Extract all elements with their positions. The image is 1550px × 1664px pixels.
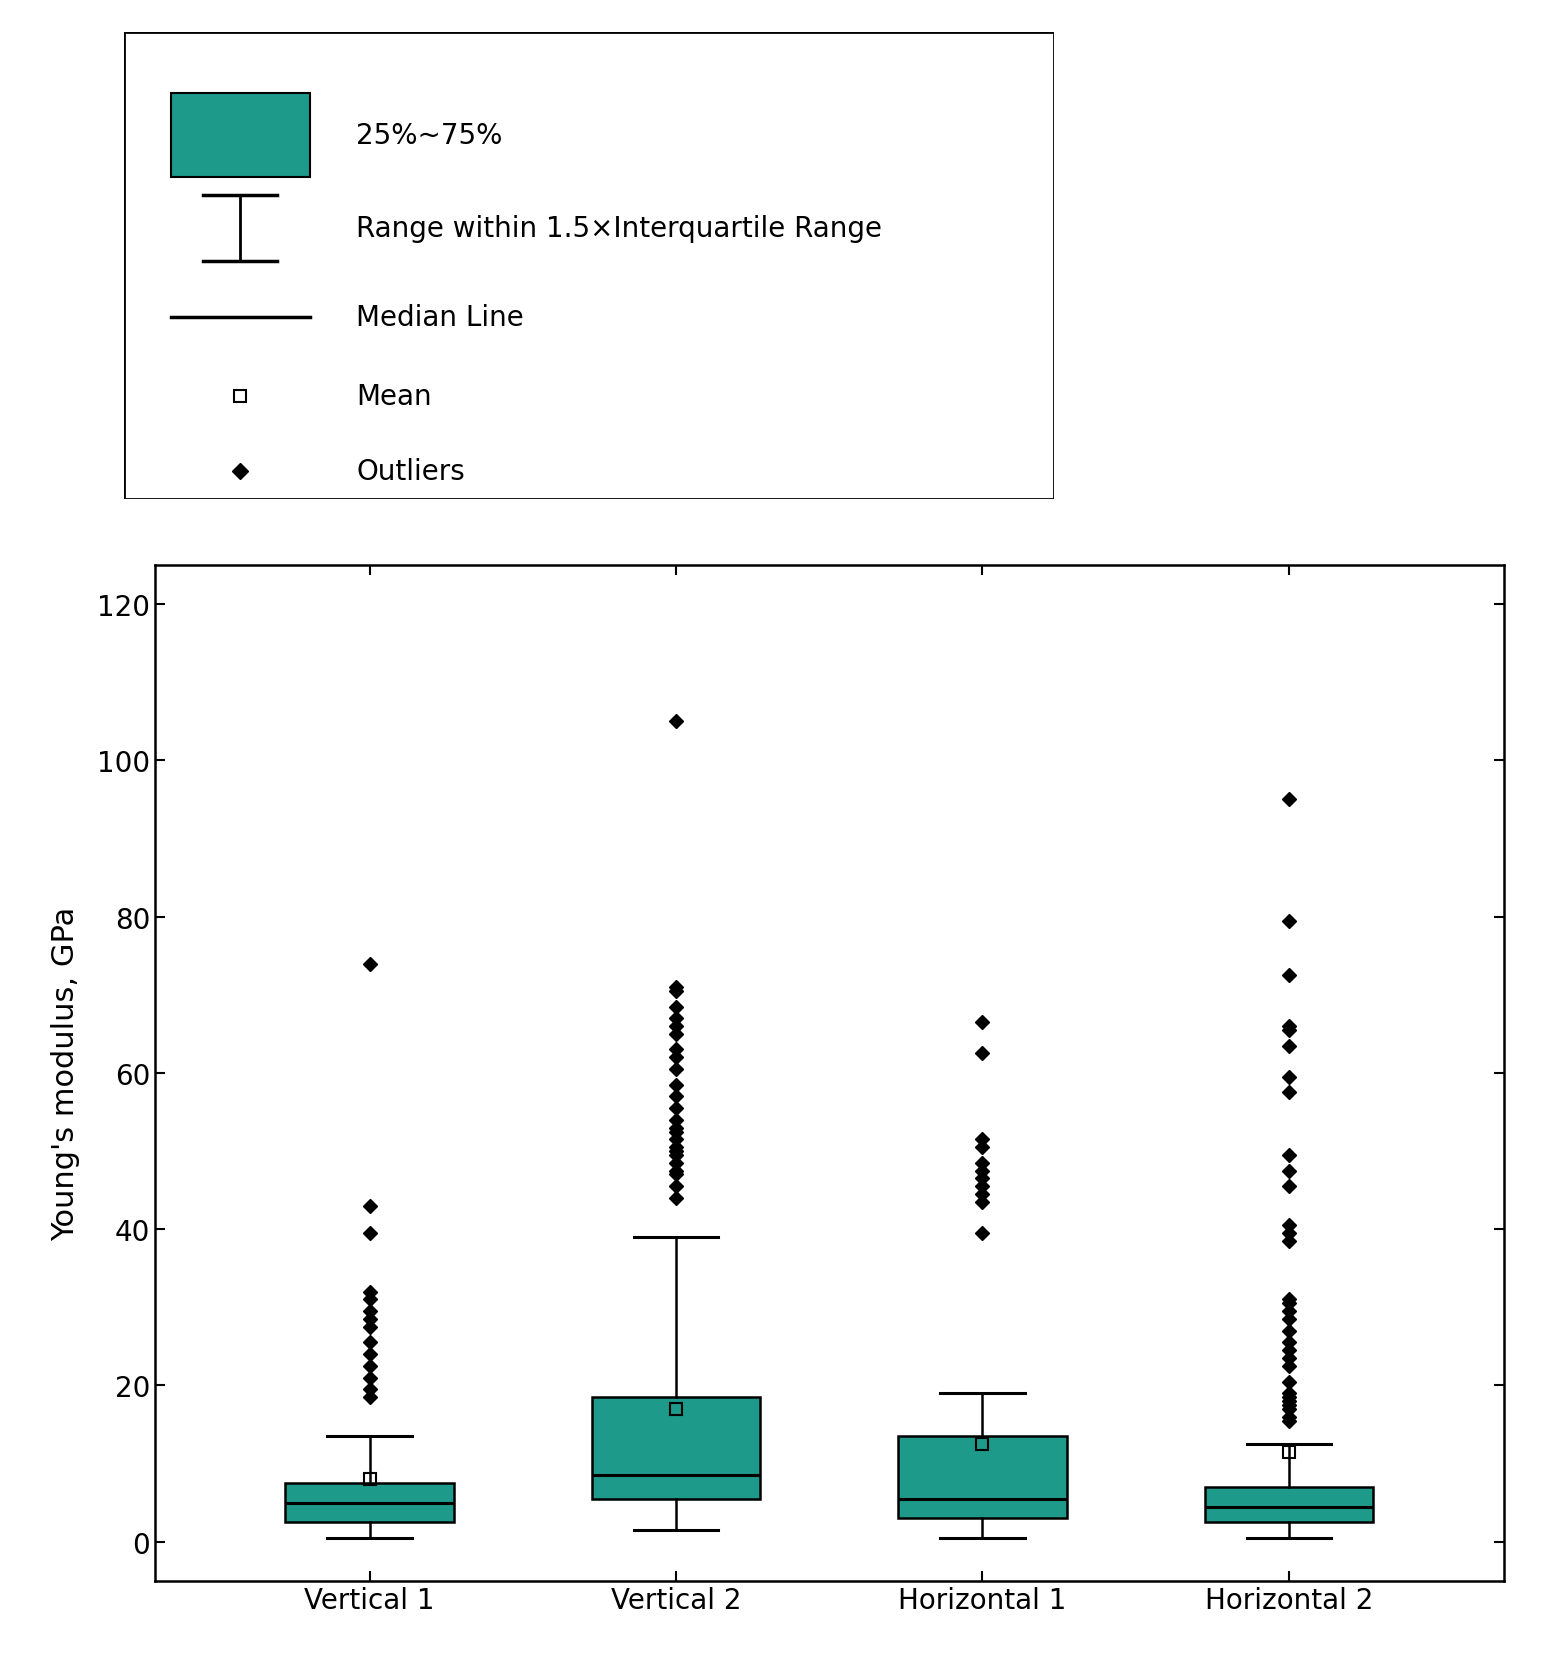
Text: Outliers: Outliers [356,458,465,486]
Text: Median Line: Median Line [356,303,524,331]
Text: Range within 1.5×Interquartile Range: Range within 1.5×Interquartile Range [356,215,882,243]
PathPatch shape [1204,1488,1373,1523]
PathPatch shape [897,1436,1066,1518]
PathPatch shape [592,1398,761,1499]
Text: 25%~75%: 25%~75% [356,121,502,150]
Text: Mean: Mean [356,383,432,411]
PathPatch shape [285,1483,454,1523]
Y-axis label: Young's modulus, GPa: Young's modulus, GPa [51,907,81,1240]
Bar [170,93,310,178]
